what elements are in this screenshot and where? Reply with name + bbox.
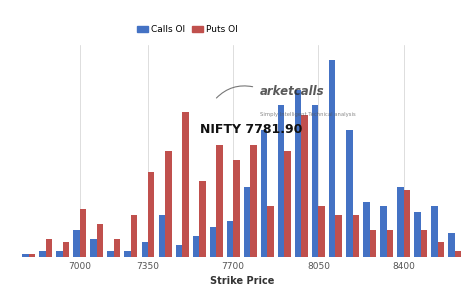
Bar <box>210 227 216 257</box>
Bar <box>46 239 52 257</box>
Bar <box>233 160 240 257</box>
Bar <box>329 60 336 257</box>
Bar <box>284 151 291 257</box>
Bar <box>414 212 421 257</box>
Bar <box>346 130 353 257</box>
Bar <box>336 215 342 257</box>
Bar <box>431 206 438 257</box>
Bar <box>421 230 427 257</box>
Bar <box>80 208 86 257</box>
Bar <box>295 90 301 257</box>
Bar <box>56 251 63 257</box>
Bar <box>319 206 325 257</box>
Bar <box>244 187 250 257</box>
Text: Simply Intelligent Technical analysis: Simply Intelligent Technical analysis <box>260 112 356 117</box>
Bar <box>267 206 274 257</box>
Bar <box>165 151 172 257</box>
Bar <box>404 190 410 257</box>
Bar <box>182 112 189 257</box>
Bar <box>438 242 444 257</box>
Bar <box>131 215 137 257</box>
Bar <box>261 130 267 257</box>
Bar <box>363 202 370 257</box>
Bar <box>63 242 69 257</box>
Bar <box>114 239 120 257</box>
Text: arketcalls: arketcalls <box>260 85 325 98</box>
Bar <box>28 254 35 257</box>
Bar <box>97 224 103 257</box>
Bar <box>250 145 257 257</box>
Bar <box>192 236 199 257</box>
Bar <box>159 215 165 257</box>
Bar <box>39 251 46 257</box>
Bar <box>91 239 97 257</box>
Bar <box>455 251 461 257</box>
Bar <box>148 172 155 257</box>
Text: NIFTY 7781.90: NIFTY 7781.90 <box>200 123 302 136</box>
Bar <box>227 221 233 257</box>
Bar <box>301 114 308 257</box>
Bar <box>397 187 404 257</box>
Legend: Calls OI, Puts OI: Calls OI, Puts OI <box>134 22 241 38</box>
Bar <box>380 206 387 257</box>
Bar <box>387 230 393 257</box>
Bar <box>142 242 148 257</box>
Bar <box>175 245 182 257</box>
Bar <box>108 251 114 257</box>
Bar <box>448 233 455 257</box>
Bar <box>370 230 376 257</box>
Bar <box>278 105 284 257</box>
Bar <box>73 230 80 257</box>
Bar <box>312 105 319 257</box>
Bar <box>199 181 206 257</box>
X-axis label: Strike Price: Strike Price <box>210 277 274 286</box>
Bar <box>353 215 359 257</box>
Bar <box>22 254 28 257</box>
Bar <box>216 145 223 257</box>
Bar <box>125 251 131 257</box>
